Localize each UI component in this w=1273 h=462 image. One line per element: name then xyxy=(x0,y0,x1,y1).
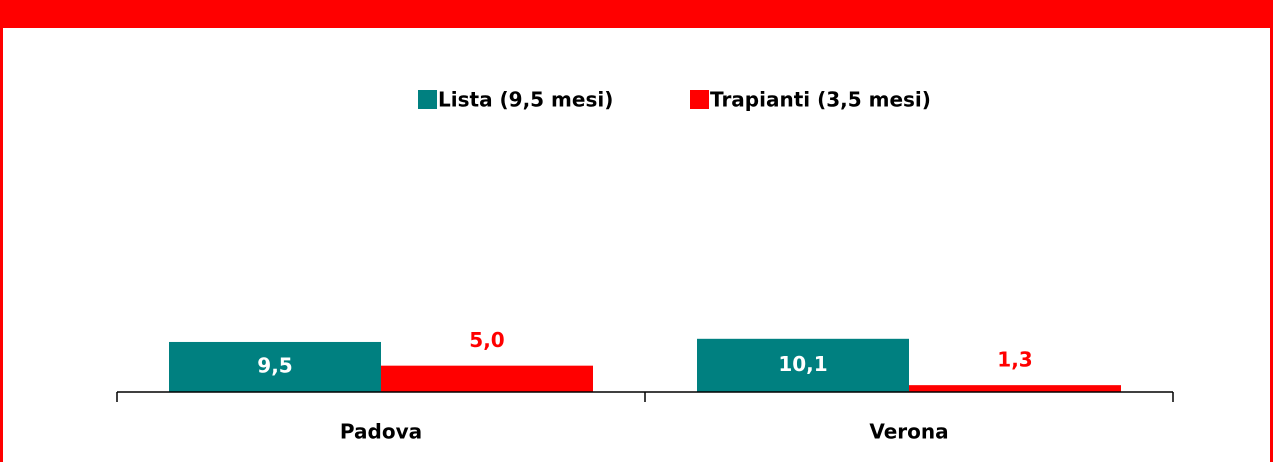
legend-label: Trapianti (3,5 mesi) xyxy=(710,88,931,112)
x-tick-label: Padova xyxy=(340,420,422,444)
data-label: 1,3 xyxy=(997,348,1032,372)
x-tick-label: Verona xyxy=(869,420,948,444)
data-label: 10,1 xyxy=(778,352,827,376)
data-label: 5,0 xyxy=(469,328,504,352)
bar xyxy=(169,341,381,392)
legend-swatch xyxy=(418,90,437,109)
bar xyxy=(909,385,1121,392)
legend-swatch xyxy=(690,90,709,109)
data-label: 9,5 xyxy=(257,353,292,377)
bar xyxy=(381,365,593,392)
legend-label: Lista (9,5 mesi) xyxy=(438,88,613,112)
bar xyxy=(697,338,909,392)
header-band xyxy=(0,0,1273,28)
